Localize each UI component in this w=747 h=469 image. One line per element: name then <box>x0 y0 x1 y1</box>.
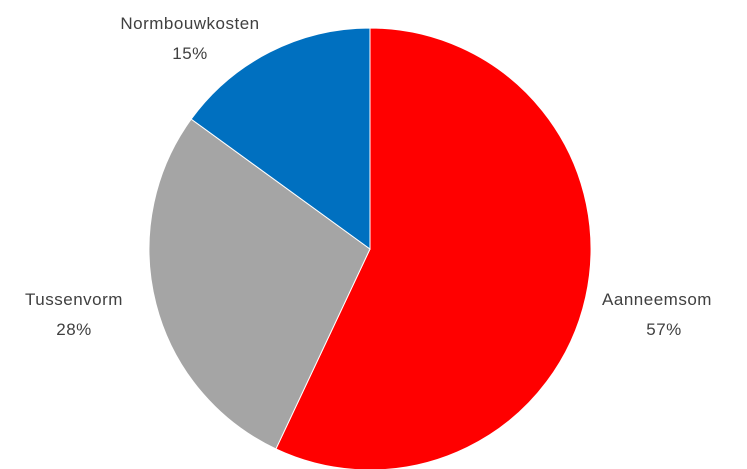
slice-percent-normbouwkosten: 15% <box>172 44 208 63</box>
slice-label-tussenvorm: Tussenvorm <box>25 290 123 309</box>
slice-label-aanneemsom: Aanneemsom <box>602 290 712 309</box>
pie-slice-aanneemsom <box>275 27 592 469</box>
slice-label-normbouwkosten: Normbouwkosten <box>120 14 259 33</box>
pie-slices <box>148 27 592 469</box>
pie-slice-normbouwkosten <box>190 27 371 250</box>
slice-percent-tussenvorm: 28% <box>56 320 92 339</box>
pie-slice-tussenvorm <box>148 118 371 450</box>
slice-percent-aanneemsom: 57% <box>646 320 682 339</box>
